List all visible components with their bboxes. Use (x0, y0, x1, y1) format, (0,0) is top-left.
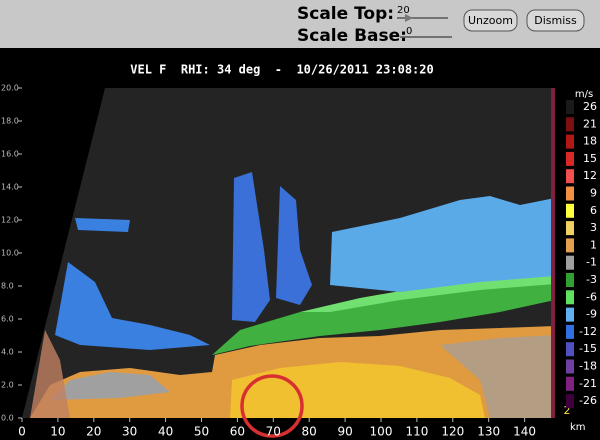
colorbar-swatch (566, 324, 574, 339)
colorbar-label: 21 (583, 117, 597, 130)
y-tick-label: 12.0 (1, 216, 19, 225)
colorbar-swatch (566, 186, 574, 201)
x-tick-label: 0 (18, 425, 26, 439)
dismiss-label[interactable]: Dismiss (534, 14, 577, 27)
y-tick-label: 20.0 (1, 84, 19, 93)
colorbar-label: 26 (583, 100, 597, 113)
colorbar-label: -3 (586, 273, 597, 286)
x-tick-label: 30 (122, 425, 137, 439)
unzoom-label[interactable]: Unzoom (468, 14, 513, 27)
x-tick-label: 90 (337, 425, 352, 439)
x-tick-label: 130 (477, 425, 500, 439)
colorbar-label: -9 (586, 308, 597, 321)
colorbar-label: -1 (586, 256, 597, 269)
axes: 0.0 2.0 4.0 6.0 8.0 10.0 12.0 14.0 16.0 18.0 20.0 0… (1, 84, 597, 439)
y-tick-label: 6.0 (1, 315, 14, 324)
y-tick-label: 16.0 (1, 150, 19, 159)
echo-tower-1 (232, 172, 270, 322)
colorbar-label: 9 (590, 187, 597, 200)
x-tick-label: 70 (266, 425, 281, 439)
colorbar-swatch (566, 342, 574, 357)
colorbar-label: 1 (590, 238, 597, 251)
y-tick-label: 8.0 (1, 282, 14, 291)
y-tick-label: 14.0 (1, 183, 19, 192)
x-tick-label: 80 (302, 425, 317, 439)
echo-tower-2 (276, 186, 312, 305)
echo-speckle (30, 330, 70, 418)
colorbar-label: -18 (579, 360, 597, 373)
scale-base-value: 0 (406, 26, 412, 37)
colorbar-swatch (566, 169, 574, 184)
radar-field (22, 88, 555, 438)
echo-blue-small (75, 218, 130, 232)
x-tick-label: 50 (194, 425, 209, 439)
colorbar-swatch (566, 307, 574, 322)
colorbar-swatch (566, 376, 574, 391)
scale-top-knob[interactable] (405, 14, 413, 22)
x-tick-label: 110 (405, 425, 428, 439)
echo-yellow (230, 362, 485, 418)
scale-base-label: Scale Base: (297, 26, 407, 46)
colorbar-label: -15 (579, 342, 597, 355)
colorbar-swatch (566, 100, 574, 114)
scale-top-value: 20 (397, 5, 410, 16)
colorbar-swatch (566, 203, 574, 218)
plot-title: VEL F RHI: 34 deg - 10/26/2011 23:08:20 (130, 63, 433, 77)
dismiss-button[interactable] (526, 9, 585, 32)
unzoom-button[interactable] (463, 9, 518, 32)
x-tick-label: 60 (230, 425, 245, 439)
colorbar-label: -21 (579, 377, 597, 390)
colorbar-swatch (566, 359, 574, 374)
echo-green (212, 276, 555, 355)
highlight-circle (240, 374, 304, 438)
colorbar-swatch (566, 290, 574, 305)
x-tick-label: 120 (441, 425, 464, 439)
colorbar-unit: m/s (575, 89, 593, 100)
colorbar-swatch (566, 134, 574, 149)
colorbar-swatch (566, 238, 574, 253)
y-tick-label: 4.0 (1, 348, 14, 357)
colorbar-label: -26 (579, 394, 597, 407)
x-unit: km (570, 422, 586, 433)
colorbar-label: 15 (583, 152, 597, 165)
scale-top-label: Scale Top: (297, 4, 394, 24)
x-tick-label: 40 (158, 425, 173, 439)
echo-blue-left (55, 262, 210, 350)
colorbar-swatch (566, 394, 574, 409)
colorbar-label: 18 (583, 135, 597, 148)
colorbar-label: 12 (583, 169, 597, 182)
colorbar-swatch (566, 221, 574, 236)
colorbar-swatch (566, 255, 574, 270)
echo-gray-right (440, 335, 555, 418)
echo-light-blue (330, 196, 555, 292)
x-tick-label: 10 (50, 425, 65, 439)
colorbar-label: -12 (579, 325, 597, 338)
y-tick-label: 18.0 (1, 117, 19, 126)
colorbar-label: 3 (590, 221, 597, 234)
echo-gray (50, 372, 170, 400)
colorbar-label: -6 (586, 290, 597, 303)
colorbar-swatch (566, 151, 574, 166)
echo-light-green (300, 274, 555, 312)
colorbar-label: 6 (590, 204, 597, 217)
x-tick-label: 100 (370, 425, 393, 439)
y-tick-label: 2.0 (1, 381, 14, 390)
y-tick-label: 10.0 (1, 249, 19, 258)
y-tick-label: 0.0 (1, 414, 14, 423)
x-tick-label: 20 (86, 425, 101, 439)
colorbar-swatch (566, 117, 574, 132)
colorbar-swatch (566, 273, 574, 287)
corner-label: 2 (564, 404, 571, 417)
x-tick-label: 140 (513, 425, 536, 439)
